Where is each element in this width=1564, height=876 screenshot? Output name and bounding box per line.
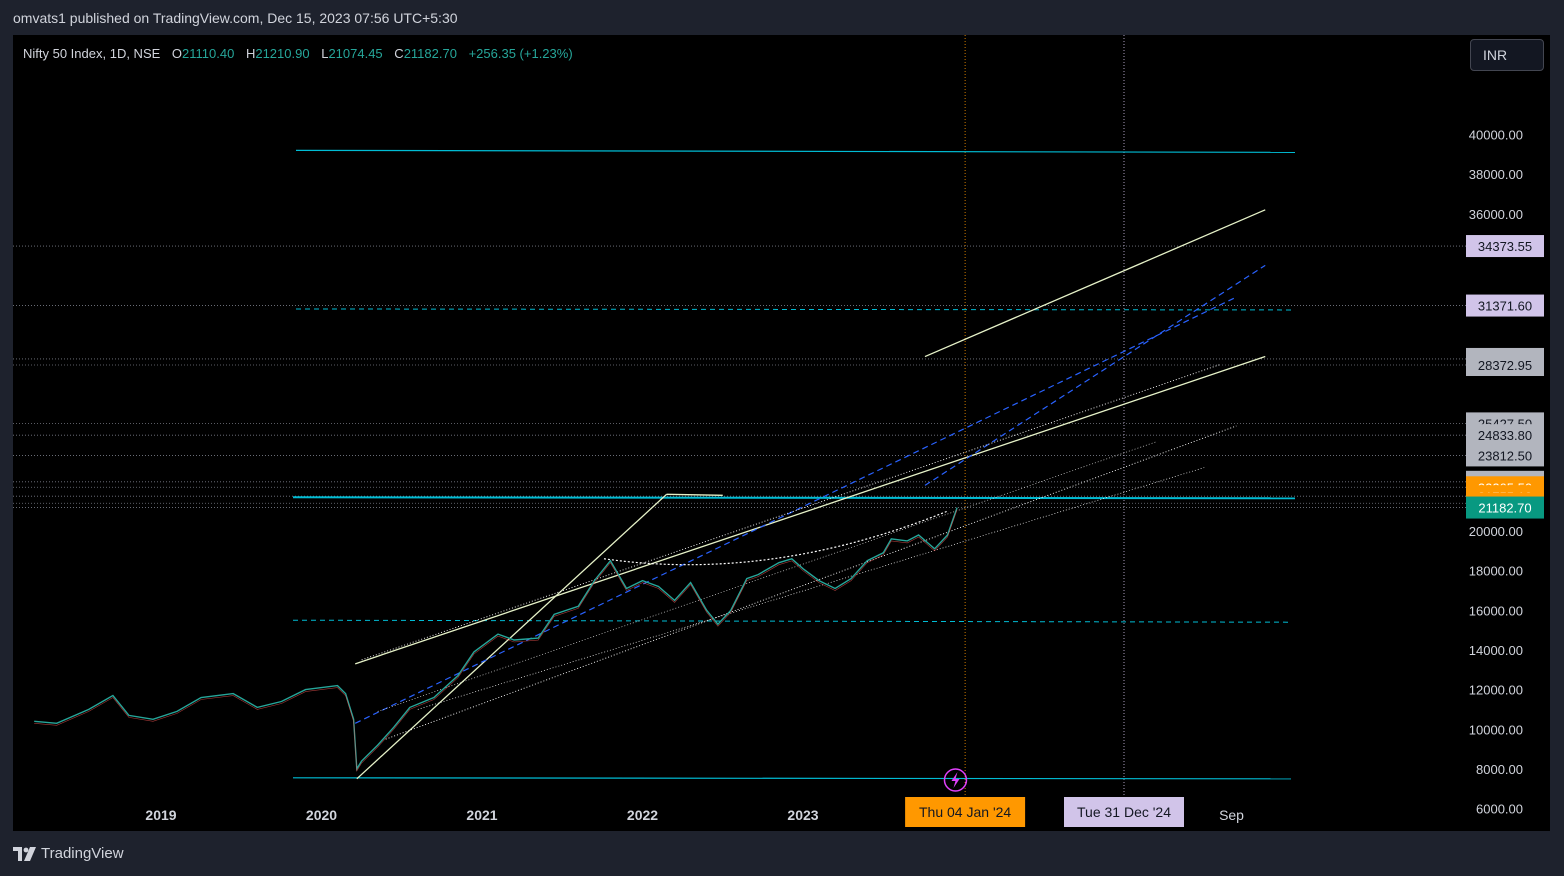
price-axis-label-text: 21182.70 <box>1478 501 1531 516</box>
price-axis-label-text: 24833.80 <box>1478 428 1532 443</box>
channel-dotted-line <box>377 441 1157 712</box>
y-tick-label: 20000.00 <box>1469 524 1523 539</box>
y-tick-label: 8000.00 <box>1476 762 1523 777</box>
channel-dotted-line <box>385 425 1237 740</box>
x-tick-label: 2021 <box>466 807 497 823</box>
close-value: 21182.70 <box>403 46 457 61</box>
event-bolt-icon <box>943 768 968 792</box>
date-axis-label <box>905 797 1026 827</box>
price-axis-label <box>1466 354 1544 377</box>
brand-name[interactable]: TradingView <box>41 845 124 862</box>
y-tick-label: 12000.00 <box>1469 683 1523 698</box>
x-tick-label: 2020 <box>306 807 337 823</box>
price-chart[interactable]: 40000.00 38000.00 36000.00 20000.00 18000.00… <box>13 35 1550 831</box>
y-tick-label: 36000.00 <box>1469 207 1523 222</box>
channel-dotted-line <box>417 467 1205 710</box>
y-tick-label: 18000.00 <box>1469 564 1523 579</box>
support-line <box>292 619 1292 623</box>
close-key: C <box>394 46 404 61</box>
price-axis-label <box>1466 294 1544 317</box>
price-axis-label-text: 28372.95 <box>1478 358 1532 373</box>
event-bolt-icon <box>951 772 960 788</box>
price-axis-label-text: 34373.55 <box>1478 239 1532 254</box>
x-tick-label: 2022 <box>627 807 658 823</box>
channel-lower-line <box>666 493 723 496</box>
y-tick-label: 10000.00 <box>1469 722 1523 737</box>
price-series-line <box>34 507 958 772</box>
ohlc-legend: Nifty 50 Index, 1D, NSE O21110.40 H21210… <box>23 46 573 61</box>
low-value: 21074.45 <box>328 46 383 61</box>
price-axis-label <box>1466 235 1544 258</box>
x-tick-label: 2019 <box>145 807 176 823</box>
price-axis-label <box>1466 424 1544 447</box>
channel-lower-line <box>356 493 668 780</box>
publish-info: omvats1 published on TradingView.com, De… <box>13 10 458 26</box>
footer: TradingView <box>13 845 124 862</box>
symbol-label[interactable]: Nifty 50 Index, 1D, NSE <box>23 46 161 61</box>
date-axis-label-text: Thu 04 Jan '24 <box>919 804 1011 820</box>
price-series-shadow <box>34 509 958 772</box>
y-tick-label: 16000.00 <box>1469 603 1523 618</box>
channel-projected-line <box>924 209 1266 358</box>
x-tick-label: 2023 <box>787 807 818 823</box>
x-tick-label: Sep <box>1219 807 1244 823</box>
price-axis-label <box>1466 496 1544 519</box>
price-axis-label-text: 23812.50 <box>1478 448 1532 463</box>
resistance-line <box>295 308 1296 311</box>
date-axis-label <box>1064 797 1184 827</box>
resistance-line <box>295 149 1296 153</box>
support-line <box>292 777 1292 780</box>
y-tick-label: 40000.00 <box>1469 128 1523 143</box>
y-tick-label: 38000.00 <box>1469 167 1523 182</box>
open-key: O <box>171 46 183 61</box>
resistance-line <box>292 496 1296 500</box>
rounding-bottom-arc <box>603 510 948 566</box>
open-value: 21110.40 <box>182 46 235 61</box>
y-tick-label: 14000.00 <box>1469 643 1523 658</box>
y-tick-label: 6000.00 <box>1476 802 1523 817</box>
currency-button[interactable]: INR <box>1470 39 1544 71</box>
channel-mid-dashed-line <box>354 296 1237 724</box>
channel-upper-line <box>354 355 1266 665</box>
price-axis-label <box>1466 444 1544 467</box>
chart-pane[interactable]: 40000.00 38000.00 36000.00 20000.00 18000.00… <box>13 35 1550 831</box>
high-key: H <box>245 46 256 61</box>
low-key: L <box>321 46 329 61</box>
channel-mid-dashed-line <box>924 264 1266 486</box>
channel-dotted-line <box>361 364 1221 661</box>
date-axis-label-text: Tue 31 Dec '24 <box>1077 804 1171 820</box>
high-value: 21210.90 <box>255 46 310 61</box>
price-axis-label-text: 31371.60 <box>1478 299 1532 314</box>
change-value: +256.35 (+1.23%) <box>468 46 573 61</box>
event-bolt-icon <box>943 768 968 792</box>
tradingview-logo-icon[interactable] <box>13 846 37 861</box>
